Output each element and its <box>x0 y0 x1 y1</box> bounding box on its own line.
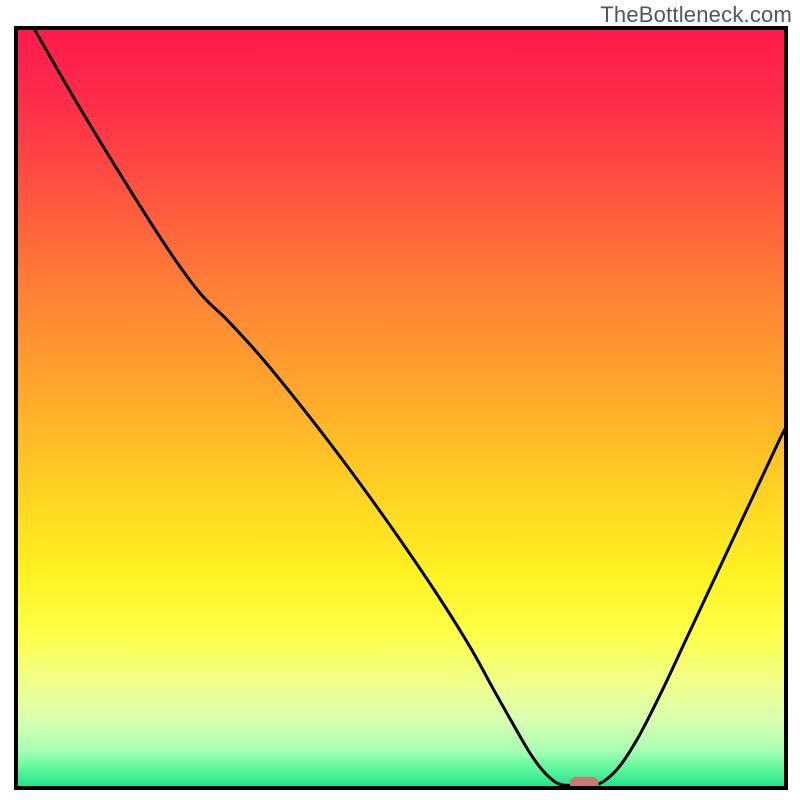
watermark-text: TheBottleneck.com <box>600 2 792 28</box>
chart-container: TheBottleneck.com <box>0 0 800 800</box>
bottleneck-chart <box>0 0 800 800</box>
plot-area <box>16 28 786 790</box>
